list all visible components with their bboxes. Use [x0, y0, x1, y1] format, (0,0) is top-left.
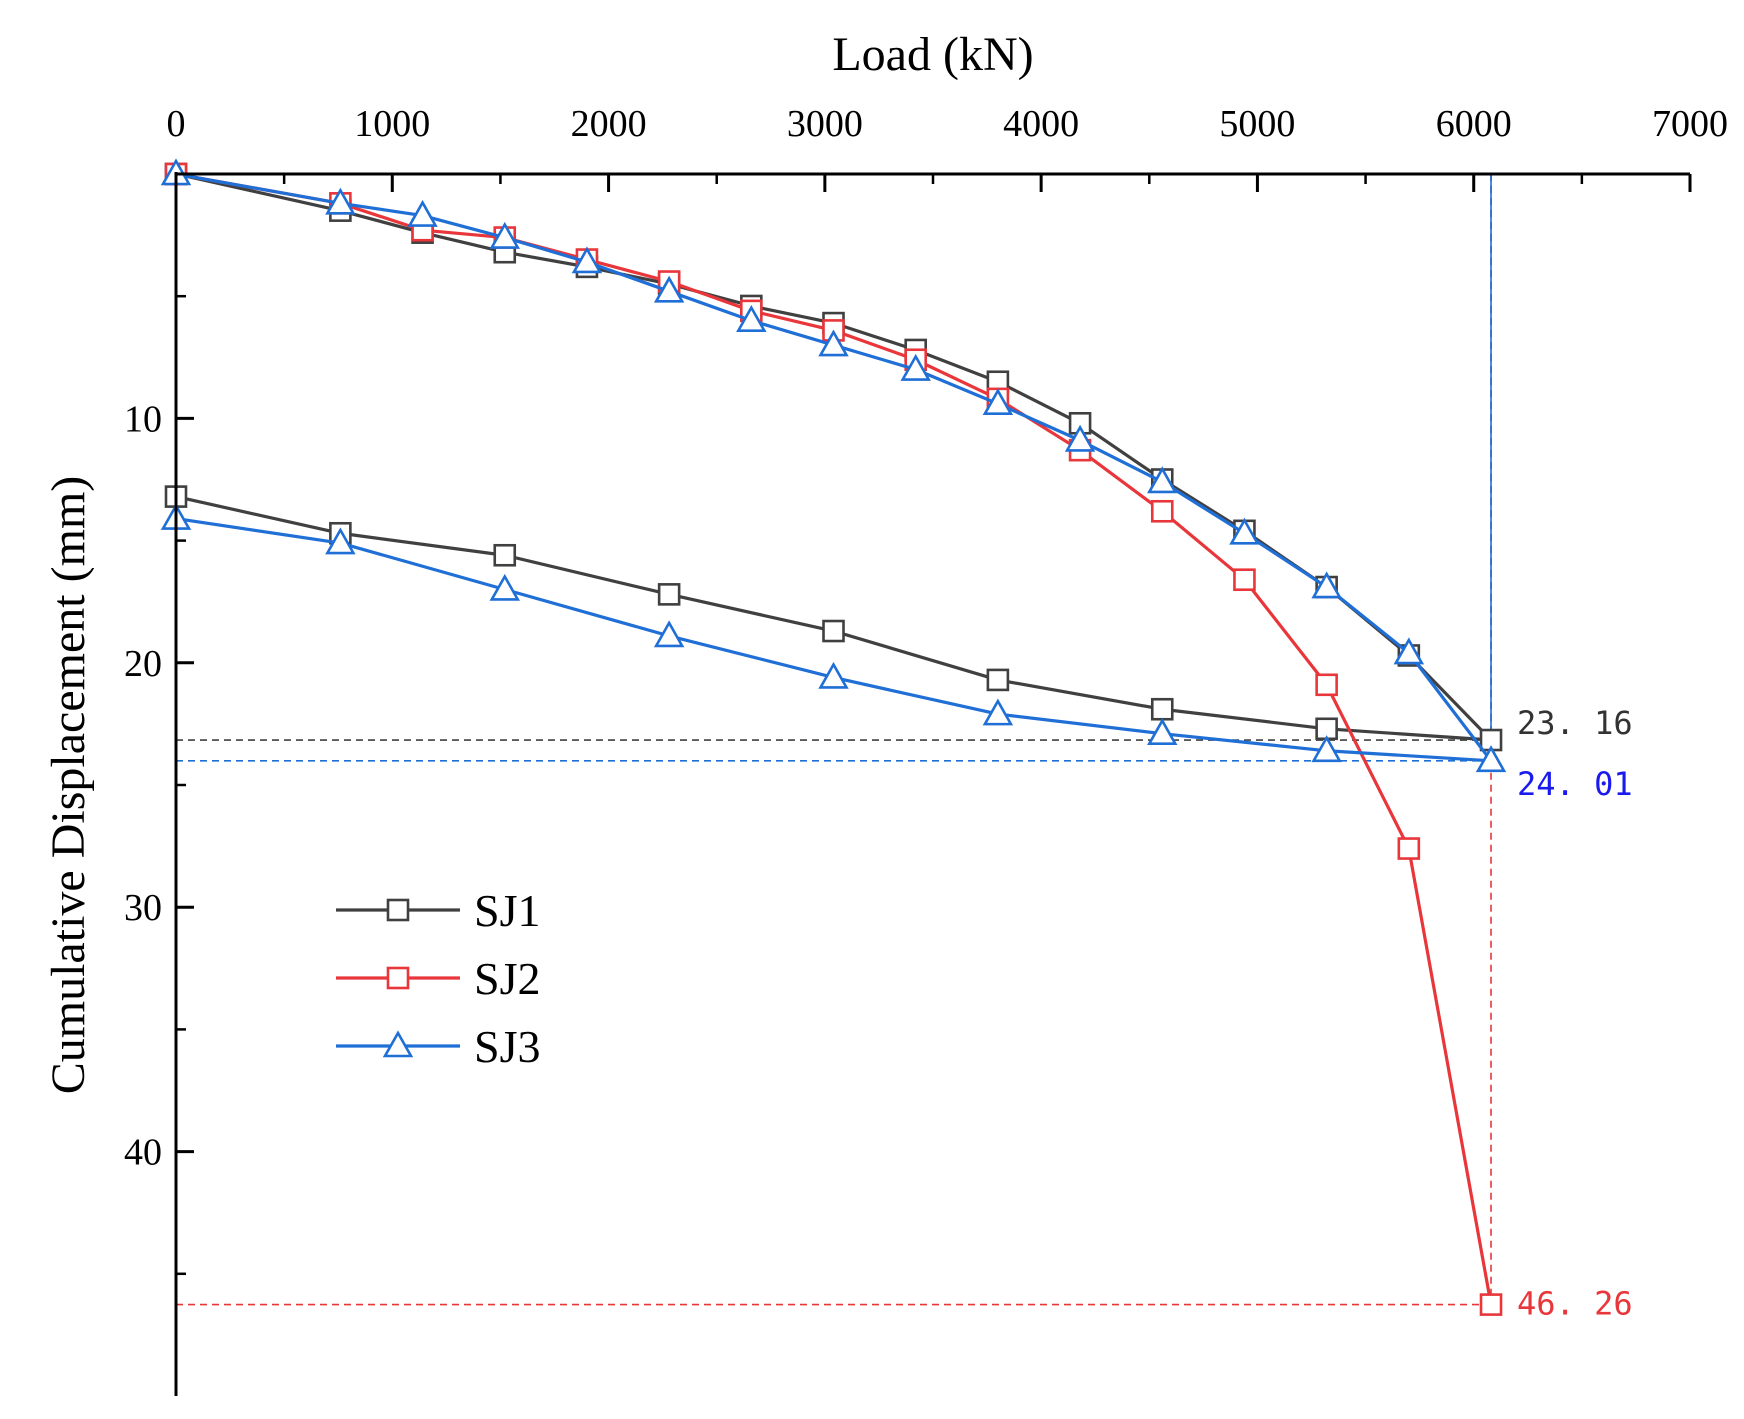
legend-marker: [382, 1030, 414, 1058]
annotations-layer: 23. 16 24. 01 46. 26: [1517, 704, 1633, 1323]
sj3-data-point: [982, 698, 1014, 726]
sj3-data-point: [982, 388, 1014, 416]
x-tick-label: 3000: [787, 103, 863, 145]
sj2-data-point: [1479, 1293, 1503, 1316]
sj3-data-point: [1229, 517, 1260, 545]
y-tick-label: 40: [124, 1132, 162, 1174]
sj1-unloading-line: [175, 495, 1492, 742]
sj1-data-point: [986, 668, 1010, 692]
sj3-data-point: [1475, 745, 1507, 773]
x-tick-label: 6000: [1436, 103, 1512, 145]
sj3-data-point: [1311, 571, 1342, 599]
sj2-data-point: [1233, 568, 1256, 592]
legend-marker: [386, 966, 410, 990]
value-annotation: 46. 26: [1517, 1285, 1633, 1323]
series-layer: [160, 158, 1507, 1316]
y-tick-label: 10: [124, 398, 162, 440]
legend-marker: [386, 898, 410, 922]
legend-item-sj3: SJ3: [336, 1021, 540, 1072]
sj3-data-point: [407, 199, 438, 227]
sj3-data-point: [818, 661, 849, 689]
sj1-data-point: [493, 543, 517, 567]
axes-layer: Load (kN) Cumulative Displacement (mm) 0…: [42, 28, 1728, 1396]
y-tick-label: 20: [124, 643, 162, 685]
y-tick-label: 30: [124, 887, 162, 929]
sj1-data-point: [1150, 697, 1174, 721]
sj3-data-point: [1147, 718, 1178, 745]
sj2-loading-line: [175, 172, 1493, 1305]
legend-label: SJ3: [474, 1021, 540, 1072]
sj2-data-point: [1315, 673, 1338, 697]
sj1-loading-line: [175, 172, 1493, 742]
legend-label: SJ1: [474, 885, 540, 936]
sj3-data-point: [325, 527, 356, 555]
sj3-data-point: [325, 187, 356, 215]
legend-item-sj2: SJ2: [336, 953, 540, 1004]
x-tick-label: 2000: [571, 103, 647, 145]
sj2-data-point: [1397, 837, 1421, 860]
sj3-data-point: [653, 275, 685, 303]
sj3-data-point: [571, 246, 603, 274]
sj2-data-point: [1150, 499, 1174, 523]
x-tick-label: 4000: [1003, 103, 1079, 145]
sj3-data-point: [1147, 466, 1178, 494]
series-sj3: [160, 158, 1507, 773]
x-tick-label: 1000: [354, 103, 430, 145]
sj1-data-point: [657, 583, 681, 606]
x-axis-title: Load (kN): [832, 28, 1033, 81]
sj3-data-point: [818, 329, 849, 357]
sj3-data-point: [1311, 735, 1342, 763]
sj3-data-point: [489, 573, 520, 601]
sj3-data-point: [900, 353, 931, 381]
sj3-data-point: [736, 304, 767, 332]
sj3-data-point: [1393, 637, 1425, 665]
value-annotation: 24. 01: [1517, 765, 1633, 803]
reference-lines-layer: [176, 174, 1492, 1306]
legend-item-sj1: SJ1: [336, 885, 540, 936]
x-tick-label: 5000: [1219, 103, 1295, 145]
legend-label: SJ2: [474, 953, 540, 1004]
x-tick-label: 0: [167, 103, 186, 145]
legend: SJ1 SJ2 SJ3: [336, 885, 540, 1072]
y-axis-title: Cumulative Displacement (mm): [42, 476, 95, 1095]
sj3-data-point: [653, 620, 685, 648]
sj1-data-point: [822, 619, 845, 643]
sj3-data-point: [489, 221, 520, 249]
sj3-loading-line: [175, 172, 1493, 762]
sj3-data-point: [1064, 424, 1096, 452]
value-annotation: 23. 16: [1517, 704, 1633, 742]
x-tick-label: 7000: [1652, 103, 1728, 145]
